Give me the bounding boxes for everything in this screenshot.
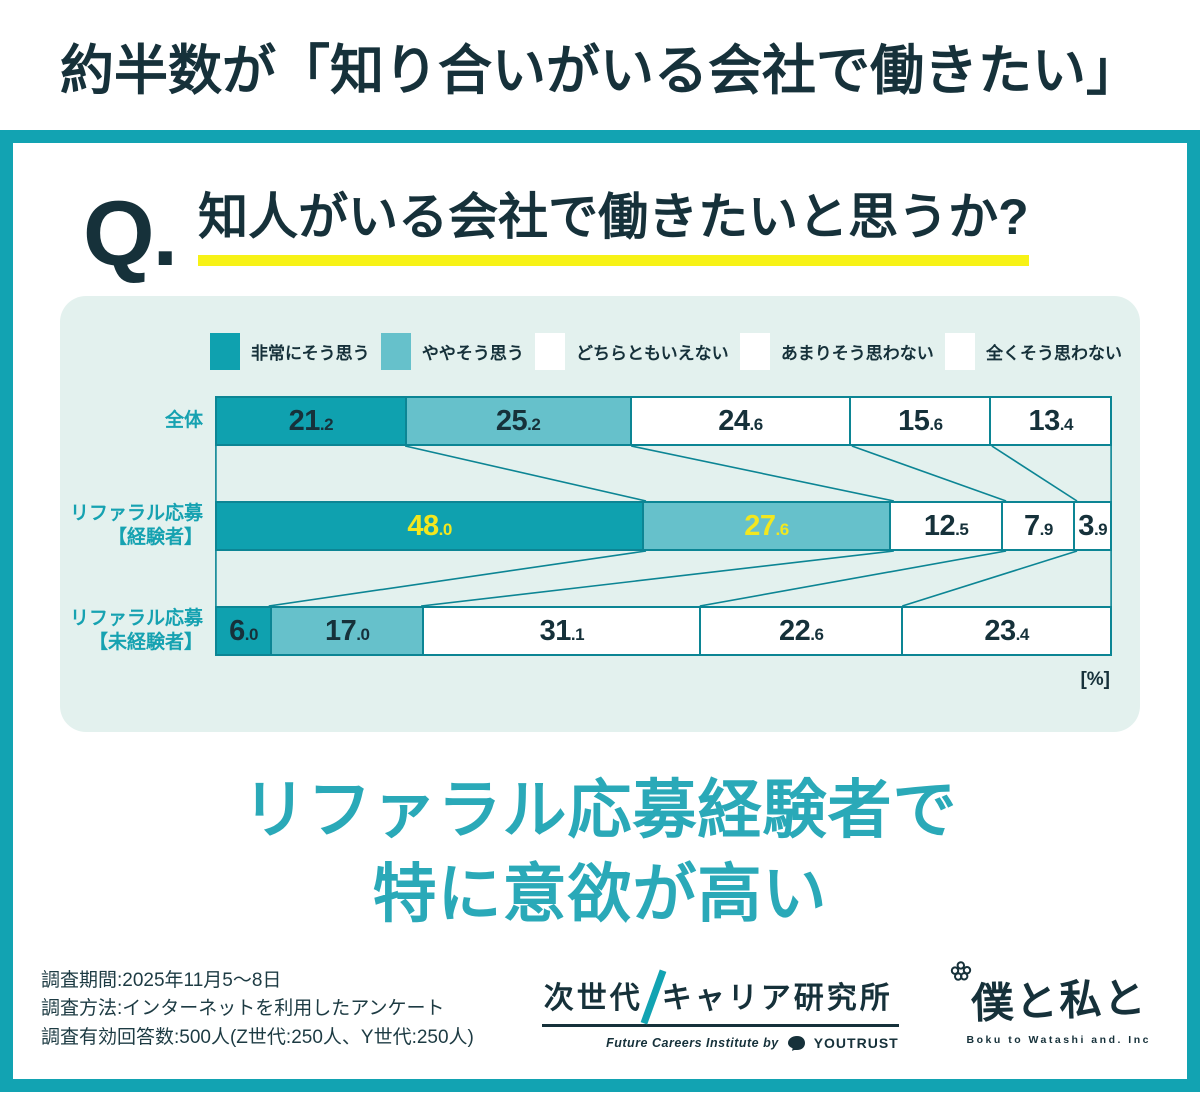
bar-connector [215,551,1112,606]
legend-swatch [944,332,975,370]
company-logo: 僕と私と Boku to Watashi and. Inc [950,961,1152,1046]
bar-value: 13.4 [1028,404,1073,437]
insight-text: リファラル応募経験者で 特に意欲が高い [13,768,1187,937]
company-name: 僕と私と [970,973,1148,1027]
bar-segment: 12.5 [890,503,1004,549]
bar-row-label: リファラル応募 【経験者】 [69,503,203,548]
survey-notes: 調査期間:2025年11月5〜8日 調査方法:インターネットを利用したアンケート… [41,967,474,1053]
bar-segment: 13.4 [991,398,1110,444]
stacked-bar: 21.2 25.2 24.6 15.6 13.4 [215,396,1112,446]
bar-segment: 27.6 [644,503,891,549]
bar-segment: 31.1 [424,608,702,654]
bar-segment: 3.9 [1075,503,1110,549]
institute-subtitle-text: Future Careers Institute by [606,1036,779,1051]
bar-value: 7.9 [1024,509,1053,542]
bar-segment: 21.2 [217,398,407,444]
bar-segment: 17.0 [272,608,425,654]
flower-icon [949,960,972,983]
legend-label: どちらともいえない [575,343,729,363]
banner-title: 約半数が「知り合いがいる会社で働きたい」 [60,40,1140,101]
bar-value: 12.5 [923,509,969,542]
legend-swatch [739,332,770,370]
bar-segment: 6.0 [217,608,273,654]
bar-connector [215,446,1112,501]
legend-item: 非常にそう思う [210,332,370,370]
youtrust-logo-text: YOUTRUST [813,1035,899,1052]
institute-name-part2: キャリア研究所 [661,981,893,1015]
question-title: 知人がいる会社で働きたいと思うか? [198,177,1029,266]
bar-row-label: 全体 [164,410,203,432]
bar-value: 17.0 [324,614,370,647]
bar-row-label: リファラル応募 【未経験者】 [69,608,203,653]
legend-item: あまりそう思わない [739,332,934,370]
institute-logo-title: 次世代 キャリア研究所 [541,969,899,1027]
bar-value: 3.9 [1078,509,1108,542]
banner: 約半数が「知り合いがいる会社で働きたい」 [0,0,1200,130]
company-logo-text: 僕と私と [950,961,1152,1031]
bar-row: リファラル応募 【未経験者】 6.0 17.0 31.1 22.6 23.4 [60,606,1112,656]
company-logo-caption: Boku to Watashi and. Inc [966,1033,1151,1046]
question-row: Q. 知人がいる会社で働きたいと思うか? [83,177,1187,280]
legend-swatch [534,332,565,370]
content-frame: Q. 知人がいる会社で働きたいと思うか? 非常にそう思う ややそう思う どちらともい… [0,130,1200,1092]
institute-logo: 次世代 キャリア研究所 Future Careers Institute by … [541,969,899,1052]
bar-value: 31.1 [539,614,585,647]
legend-item: どちらともいえない [534,332,729,370]
insight-line-1: リファラル応募経験者で [242,774,958,846]
legend-label: 非常にそう思う [251,343,370,363]
bar-segment: 48.0 [217,503,645,549]
bar-segment: 24.6 [631,398,852,444]
bar-segment: 25.2 [406,398,632,444]
bar-row: 全体 21.2 25.2 24.6 15.6 13.4 [60,396,1112,446]
bar-value: 27.6 [744,509,789,542]
bar-value: 22.6 [778,614,824,647]
percent-unit-label: [%] [1080,669,1110,690]
bar-value: 23.4 [984,614,1029,647]
legend-label: ややそう思う [421,343,524,363]
bar-value: 48.0 [407,509,452,542]
bar-row: リファラル応募 【経験者】 48.0 27.6 12.5 7.9 3.9 [60,501,1112,551]
survey-note-line: 調査期間:2025年11月5〜8日 [41,969,282,991]
institute-logo-subtitle: Future Careers Institute by YOUTRUST [542,1035,899,1052]
insight-line-2: 特に意欲が高い [372,858,828,931]
youtrust-logo-icon [787,1035,806,1052]
survey-note-line: 調査有効回答数:500人(Z世代:250人、Y世代:250人) [41,1026,474,1048]
legend-item: 全くそう思わない [944,332,1122,370]
legend-item: ややそう思う [380,332,524,370]
bar-value: 21.2 [288,404,334,437]
chart-legend: 非常にそう思う ややそう思う どちらともいえない あまりそう思わない 全くそう思わない [60,332,1140,370]
bar-segment: 7.9 [1003,503,1076,549]
bar-value: 24.6 [718,404,763,437]
legend-swatch [380,332,411,370]
chart-panel: 非常にそう思う ややそう思う どちらともいえない あまりそう思わない 全くそう思わない … [60,296,1140,732]
bar-segment: 23.4 [903,608,1110,654]
survey-note-line: 調査方法:インターネットを利用したアンケート [41,998,445,1020]
chart-rows: 全体 21.2 25.2 24.6 15.6 13.4 リファラル応募 【経験者】 48.0 27… [60,396,1140,656]
bar-value: 15.6 [898,404,943,437]
institute-name-part1: 次世代 [543,981,643,1015]
bar-value: 25.2 [495,404,541,437]
bar-segment: 15.6 [851,398,992,444]
bar-value: 6.0 [229,614,258,647]
stacked-bar: 6.0 17.0 31.1 22.6 23.4 [215,606,1112,656]
stacked-bar: 48.0 27.6 12.5 7.9 3.9 [215,501,1112,551]
legend-label: 全くそう思わない [985,343,1122,363]
legend-swatch [210,332,240,370]
bar-segment: 22.6 [701,608,904,654]
footer: 調査期間:2025年11月5〜8日 調査方法:インターネットを利用したアンケート… [13,961,1187,1053]
q-mark: Q. [83,182,178,285]
legend-label: あまりそう思わない [780,343,934,363]
